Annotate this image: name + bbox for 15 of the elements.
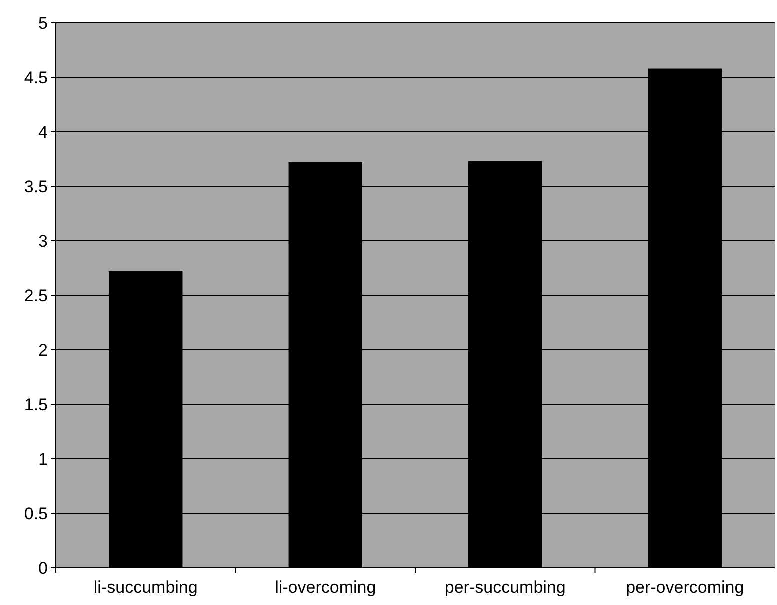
y-tick-label: 4.5 [24, 68, 48, 88]
y-tick-label: 2 [38, 340, 48, 360]
y-tick-label: 2.5 [24, 286, 48, 306]
y-tick-label: 1.5 [24, 395, 48, 414]
y-tick-label: 3.5 [24, 177, 48, 196]
y-tick-label: 0.5 [24, 504, 48, 524]
x-tick-label: per-succumbing [444, 578, 566, 597]
x-tick-label: per-overcoming [626, 578, 744, 597]
x-tick-label: li-succumbing [94, 578, 198, 597]
y-tick-label: 4 [38, 122, 48, 142]
x-tick-label: li-overcoming [275, 578, 376, 597]
y-tick-label: 5 [38, 14, 48, 33]
y-tick-label: 0 [38, 558, 48, 578]
y-tick-label: 1 [38, 450, 48, 469]
y-tick-label: 3 [38, 232, 48, 251]
